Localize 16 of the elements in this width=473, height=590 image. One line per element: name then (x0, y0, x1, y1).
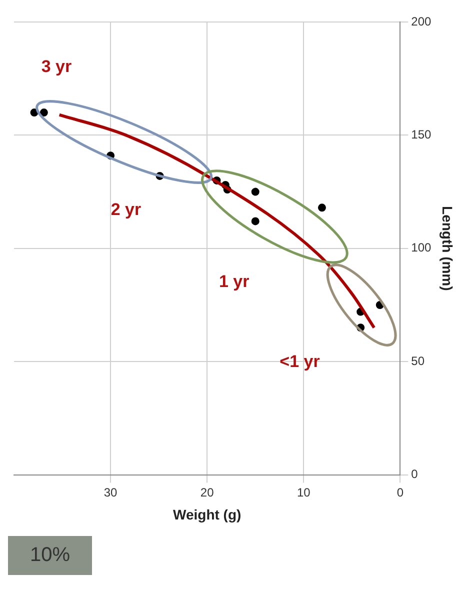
x-tick-label: 0 (396, 485, 404, 500)
y-tick-label: 150 (411, 128, 432, 142)
x-tick-label: 30 (104, 485, 118, 500)
annotation: 1 yr (218, 272, 250, 292)
y-axis-title: Length (mm) (440, 206, 456, 291)
text: 10% (8, 536, 92, 575)
x-axis-title: Weight (g) (173, 506, 242, 522)
y-tick-label: 200 (411, 14, 432, 28)
x-tick-label: 20 (200, 485, 214, 500)
y-tick-label: 100 (411, 240, 432, 255)
y-tick-label: 50 (411, 354, 425, 368)
x-tick-label: 10 (296, 485, 311, 500)
annotation: 3 yr (41, 57, 72, 78)
y-tick-label: 0 (411, 467, 418, 482)
annotation: <1 yr (280, 352, 320, 372)
annotation: 2 yr (110, 200, 142, 220)
